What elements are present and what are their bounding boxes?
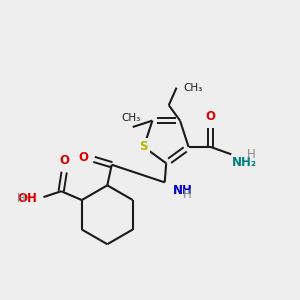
Text: OH: OH: [17, 192, 37, 205]
Text: O: O: [59, 154, 69, 167]
Text: H: H: [247, 148, 255, 161]
Text: O: O: [206, 110, 216, 122]
Text: O: O: [79, 152, 89, 164]
Text: NH₂: NH₂: [232, 156, 257, 169]
Text: CH₃: CH₃: [183, 83, 202, 93]
Text: NH: NH: [173, 184, 193, 197]
Text: S: S: [140, 140, 148, 154]
Text: H: H: [182, 188, 191, 201]
Text: CH₃: CH₃: [122, 113, 141, 124]
Text: H: H: [17, 192, 26, 205]
